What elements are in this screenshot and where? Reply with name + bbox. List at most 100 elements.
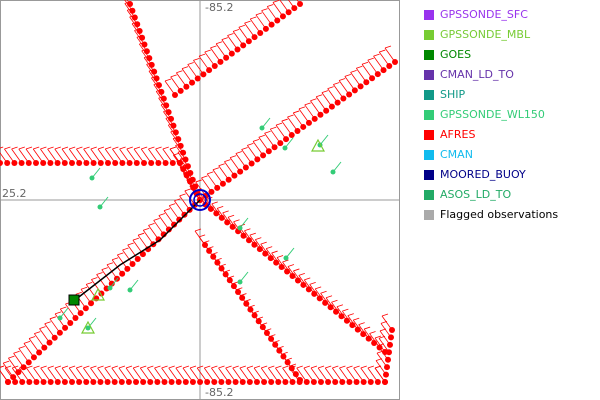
- observation-dot: [25, 160, 32, 166]
- observation-dot: [19, 379, 26, 385]
- wind-barb-flag: [154, 365, 161, 369]
- legend-swatch: [424, 90, 434, 100]
- wind-barb-flag: [266, 246, 273, 249]
- wind-barb-flag: [239, 365, 246, 369]
- observation-dot: [177, 87, 184, 94]
- observations: [0, 0, 398, 385]
- wind-barb-flag: [367, 365, 375, 369]
- observation-dot: [340, 95, 347, 102]
- observation-dot: [353, 379, 360, 385]
- wind-barb-flag: [90, 146, 97, 150]
- observation-dot: [189, 379, 196, 385]
- wind-barb-flag: [165, 116, 172, 119]
- wind-barb-flag: [236, 287, 243, 291]
- observation-dot: [283, 136, 290, 143]
- wind-barb-flag: [134, 28, 141, 31]
- observation-dot: [30, 354, 37, 361]
- observation-dot: [257, 29, 264, 36]
- wind-barb-flag: [104, 365, 111, 369]
- observation-dot: [175, 379, 182, 385]
- observation-dot: [97, 160, 104, 166]
- wind-barb-flag: [233, 219, 240, 223]
- wind-barb-flag: [3, 360, 10, 364]
- wind-barb-flag: [168, 122, 175, 126]
- wind-barb-flag: [325, 295, 333, 299]
- observation-dot: [204, 379, 211, 385]
- wind-barb-flag: [325, 365, 332, 369]
- wind-barb-flag: [39, 326, 46, 330]
- observation-dot: [310, 379, 317, 385]
- wind-barb-flag: [18, 146, 25, 150]
- wind-barb-flag: [44, 321, 51, 325]
- wind-barb-flag: [342, 308, 349, 312]
- observation-dot: [88, 300, 95, 307]
- wind-barb-flag: [281, 351, 288, 355]
- legend-swatch: [424, 30, 434, 40]
- wind-barb-flag: [273, 340, 280, 343]
- wind-barb-flag: [26, 365, 33, 369]
- observation-dot: [291, 5, 298, 12]
- wind-barb-flag: [233, 28, 240, 32]
- sonde-triangle: [80, 320, 96, 334]
- wind-barb-flag: [250, 16, 257, 20]
- observation-dot: [172, 92, 178, 98]
- observation-dot: [225, 176, 232, 183]
- wind-barb-flag: [336, 304, 344, 308]
- observation-dot: [251, 34, 258, 41]
- wind-barb-flag: [215, 257, 222, 261]
- observation-dot: [369, 75, 376, 82]
- observation-dot: [169, 160, 176, 166]
- wind-barb-flag: [140, 365, 147, 369]
- observation-dot: [133, 379, 140, 385]
- wind-barb-flag: [360, 365, 367, 369]
- observation-dot: [208, 188, 215, 195]
- wind-barb-flag: [173, 152, 180, 156]
- observation-dot: [112, 160, 119, 166]
- wind-barb-flag: [179, 193, 186, 197]
- wind-barb-flag: [122, 247, 129, 251]
- wind-barb-flag: [230, 155, 237, 158]
- wind-barb-flag: [304, 102, 311, 106]
- observation-dot: [125, 379, 132, 385]
- wind-barb-flag: [127, 242, 134, 246]
- observation-dot: [261, 379, 268, 385]
- top-label: -85.2: [205, 1, 233, 14]
- wind-barb-flag: [310, 365, 318, 369]
- wind-barb-flag: [367, 57, 374, 61]
- observation-dot: [386, 63, 393, 70]
- observation-dot: [124, 265, 131, 272]
- observation-dot: [139, 251, 146, 258]
- wind-barb-flag: [126, 146, 133, 150]
- wind-barb-flag: [54, 365, 62, 369]
- wind-barb-flag: [265, 328, 272, 332]
- wind-barb-flag: [124, 1, 131, 4]
- wind-barb-flag: [153, 218, 160, 221]
- wind-barb-flag: [47, 146, 54, 150]
- wind-barb-flag: [244, 299, 251, 302]
- observation-dot: [162, 160, 169, 166]
- observation-dot: [374, 71, 381, 78]
- wind-barb-flag: [298, 106, 306, 110]
- wind-barb-flag: [151, 75, 158, 79]
- legend-label: GPSSONDE_SFC: [440, 8, 528, 21]
- wind-barb-flag: [69, 365, 76, 369]
- legend-swatch: [424, 130, 434, 140]
- observation-dot: [47, 379, 54, 385]
- wind-barb-flag: [282, 365, 289, 369]
- observation-dot: [67, 319, 74, 326]
- wind-barb-flag: [193, 57, 200, 61]
- observation-dot: [384, 364, 390, 371]
- wind-barb-flag: [158, 213, 165, 216]
- observation-dot: [15, 369, 22, 376]
- wind-barb-flag: [13, 350, 20, 354]
- wind-barb-flag: [54, 311, 62, 315]
- wind-barb-flag: [148, 222, 155, 226]
- wind-barb-flag: [132, 237, 140, 241]
- wind-barb-flag: [369, 331, 376, 334]
- observation-dot: [148, 160, 155, 166]
- wind-barb-flag: [277, 346, 284, 349]
- observation-dot: [218, 379, 225, 385]
- observation-dot: [297, 1, 303, 7]
- observation-dot: [317, 111, 324, 118]
- wind-barb-flag: [170, 74, 177, 78]
